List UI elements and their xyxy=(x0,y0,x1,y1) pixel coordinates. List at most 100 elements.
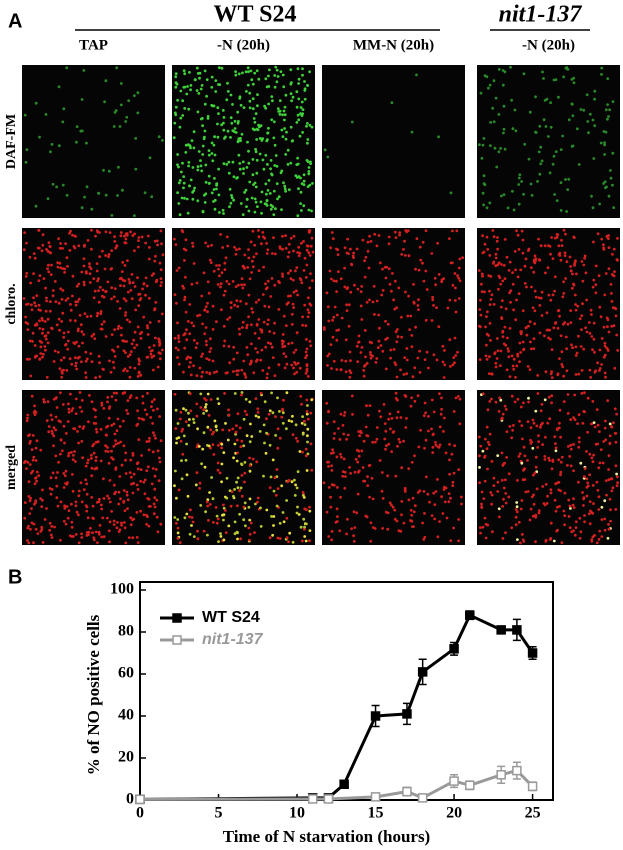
cell xyxy=(431,433,435,437)
cell xyxy=(99,427,103,431)
cell xyxy=(78,391,82,394)
cell xyxy=(65,256,69,260)
cell xyxy=(216,517,220,521)
cell xyxy=(233,488,237,491)
cell xyxy=(34,459,38,462)
cell xyxy=(410,513,414,517)
cell xyxy=(206,244,210,248)
cell xyxy=(299,190,303,194)
cell xyxy=(485,447,489,451)
cell xyxy=(578,516,582,520)
cell xyxy=(517,455,521,458)
cell xyxy=(137,438,141,441)
cell xyxy=(296,505,299,509)
cell xyxy=(124,299,128,303)
cell xyxy=(38,327,42,330)
cell xyxy=(366,413,370,417)
cell xyxy=(607,454,611,457)
cell xyxy=(216,397,220,401)
cell xyxy=(211,159,215,163)
cell xyxy=(531,514,535,518)
cell xyxy=(522,72,526,76)
cell xyxy=(150,274,154,277)
cell xyxy=(416,304,420,307)
cell xyxy=(205,94,209,98)
cell xyxy=(263,104,266,108)
cell xyxy=(145,284,149,288)
cell xyxy=(103,100,106,104)
cell xyxy=(500,263,503,266)
cell xyxy=(267,74,270,78)
cell xyxy=(28,255,32,259)
cell xyxy=(543,455,547,458)
cell xyxy=(192,417,195,421)
cell xyxy=(600,505,604,509)
cell xyxy=(46,317,50,321)
cell xyxy=(335,290,338,293)
cell xyxy=(370,476,374,480)
cell xyxy=(175,301,178,305)
cell xyxy=(417,308,420,311)
cell xyxy=(435,306,438,309)
cell xyxy=(104,290,107,294)
cell xyxy=(24,459,27,463)
cell xyxy=(527,396,530,400)
cell xyxy=(199,392,203,396)
cell xyxy=(306,434,309,438)
cell xyxy=(308,340,312,343)
cell xyxy=(210,85,214,89)
cell xyxy=(248,538,251,542)
cell xyxy=(71,489,75,493)
cell xyxy=(296,361,300,365)
cell xyxy=(50,143,54,146)
cell xyxy=(488,303,492,306)
cell xyxy=(274,207,277,211)
cell xyxy=(211,328,215,331)
cell xyxy=(387,242,391,246)
cell xyxy=(185,197,189,201)
cell xyxy=(49,300,52,303)
y-tick-label: 100 xyxy=(110,581,134,598)
cell xyxy=(549,101,552,105)
cell xyxy=(572,416,575,420)
cell xyxy=(403,356,407,359)
cell xyxy=(281,272,284,276)
cell xyxy=(90,334,94,338)
micrograph-bg xyxy=(477,65,620,218)
cell xyxy=(310,398,314,402)
cell xyxy=(201,153,205,156)
cell xyxy=(301,494,305,497)
cell xyxy=(282,352,286,355)
cell xyxy=(149,416,153,419)
cell xyxy=(233,245,236,249)
cell xyxy=(560,238,563,242)
cell xyxy=(200,355,203,358)
cell xyxy=(494,361,498,365)
cell xyxy=(554,321,558,324)
cell xyxy=(306,84,309,87)
cell xyxy=(59,538,62,542)
cell xyxy=(335,313,339,317)
cell xyxy=(549,488,553,491)
cell xyxy=(200,169,204,173)
cell xyxy=(512,357,516,361)
cell xyxy=(50,429,54,433)
cell xyxy=(264,345,268,349)
cell xyxy=(172,136,176,140)
cell xyxy=(515,298,518,302)
cell xyxy=(204,163,208,167)
cell xyxy=(292,351,296,354)
cell xyxy=(500,194,503,198)
cell xyxy=(141,287,145,291)
cell xyxy=(190,524,193,527)
cell xyxy=(183,196,186,200)
cell xyxy=(431,298,435,302)
cell xyxy=(272,120,276,124)
cell xyxy=(415,73,418,77)
cell xyxy=(489,121,493,124)
cell xyxy=(381,267,384,271)
cell xyxy=(329,495,332,499)
cell xyxy=(306,440,309,444)
cell xyxy=(345,309,349,312)
cell xyxy=(189,88,193,92)
